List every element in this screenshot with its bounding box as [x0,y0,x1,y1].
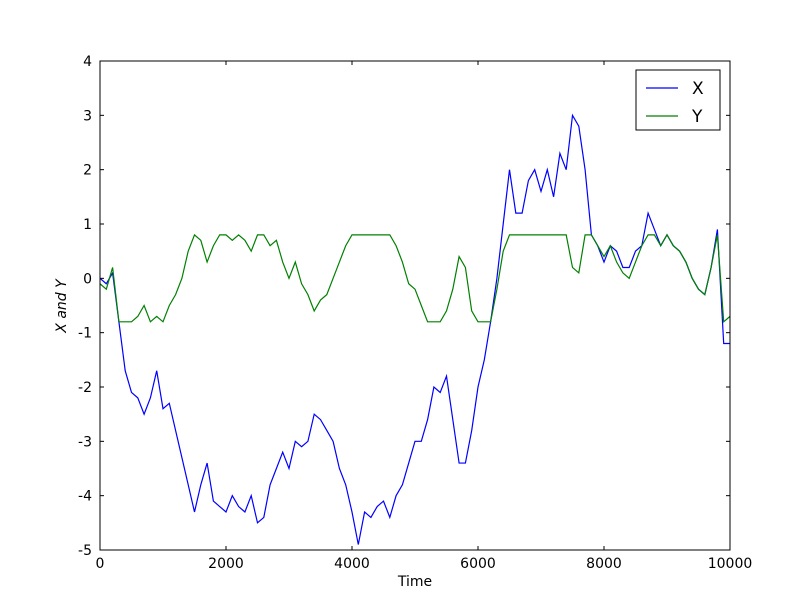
y-tick-label: 3 [83,108,92,124]
y-tick-label: -5 [78,543,92,559]
y-axis-label: X and Y [54,278,70,334]
legend-label: X [692,79,704,99]
y-tick-label: -1 [78,326,92,342]
x-tick-label: 2000 [208,556,244,572]
plot-frame [99,60,731,551]
x-tick-label: 6000 [460,556,496,572]
x-axis-label: Time [397,574,432,590]
x-tick-label: 8000 [586,556,622,572]
legend-label: Y [691,107,703,127]
y-tick-label: 4 [83,54,92,70]
y-tick-label: -2 [78,380,92,396]
y-tick-label: -4 [78,489,92,505]
y-tick-label: -3 [78,434,92,450]
data-line [99,113,730,545]
y-tick-label: 1 [83,217,92,233]
y-tick-label: 0 [83,271,92,287]
legend-box [635,69,721,131]
y-tick-label: 2 [83,163,92,179]
x-tick-label: 0 [96,556,105,572]
x-tick-label: 4000 [334,556,370,572]
data-line [99,233,731,324]
x-tick-label: 10000 [708,556,753,572]
